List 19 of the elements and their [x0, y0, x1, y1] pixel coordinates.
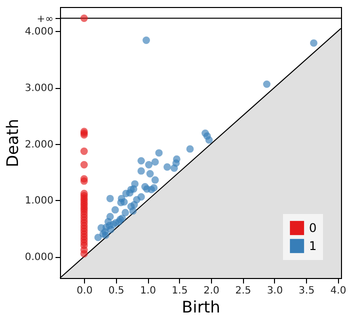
legend-label: 0	[309, 221, 317, 235]
x-tick-label: 1.0	[140, 286, 156, 296]
x-tick-label: 0.5	[108, 286, 124, 296]
y-axis-title: Death	[2, 118, 22, 168]
x-tick-label: 1.5	[172, 286, 188, 296]
legend-label: 1	[309, 239, 317, 253]
x-tick-label: 3.0	[266, 286, 283, 296]
y-tick-label: +∞	[36, 14, 54, 25]
x-tick-label: 4.0	[330, 286, 346, 296]
y-tick-label: 0.000	[24, 252, 54, 264]
y-tick-label: 4.000	[24, 26, 54, 38]
x-tick-label: 0.0	[76, 286, 93, 296]
y-tick-label: 3.000	[24, 83, 54, 94]
x-tick-label: 3.5	[298, 286, 315, 296]
x-tick-label: 2.0	[204, 286, 220, 296]
y-tick-label: 2.000	[24, 139, 54, 150]
x-axis-title: Birth	[182, 298, 220, 316]
y-tick-label: 1.000	[24, 196, 54, 207]
x-tick-label: 2.5	[235, 286, 252, 296]
